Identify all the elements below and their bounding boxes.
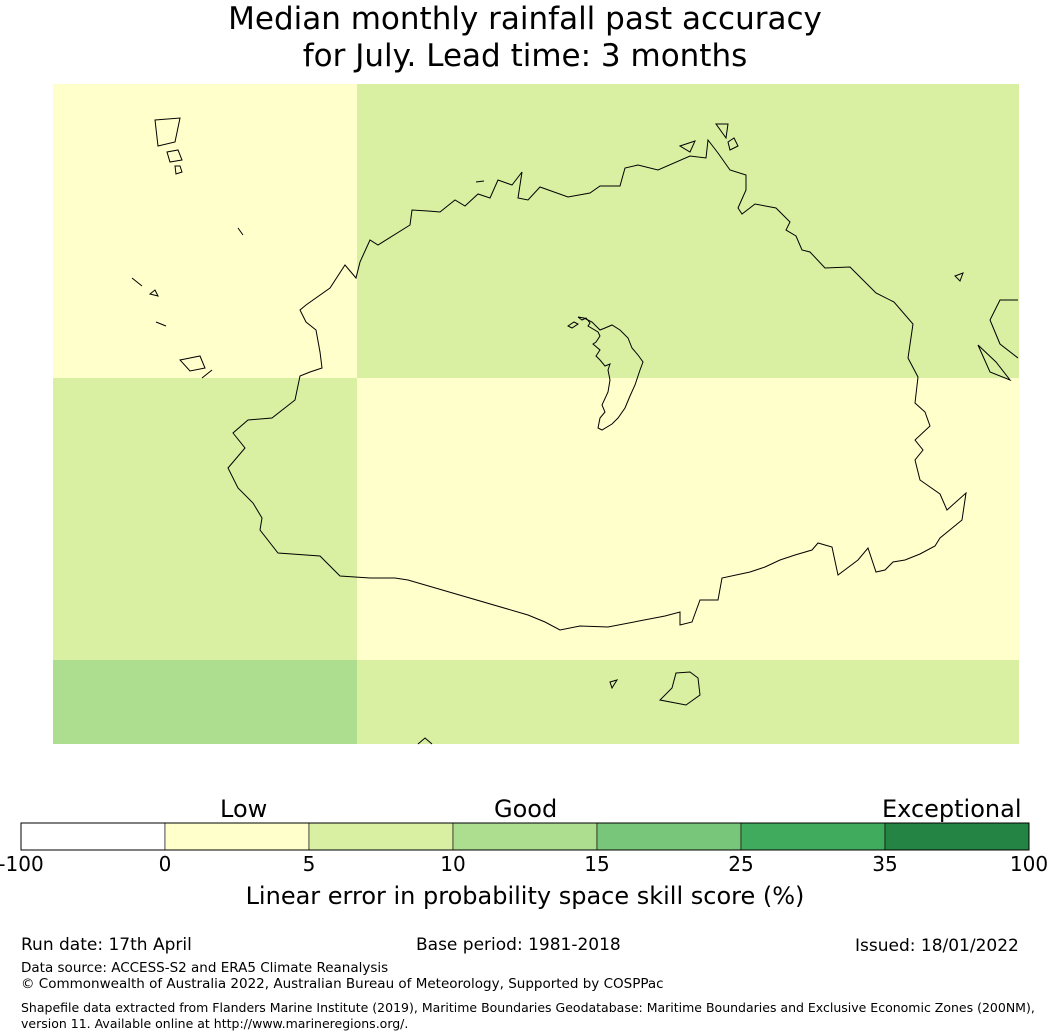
eez-boundary [227,138,967,631]
map-title-line-1: Median monthly rainfall past accuracy [228,1,822,37]
colorbar-frame [20,822,1030,851]
colorbar-axis-label: Linear error in probability space skill … [245,882,805,910]
colorbar-tick-label: 25 [728,852,754,876]
grid-cell-0-0 [53,84,357,378]
colorbar-segment-2 [308,822,454,851]
colorbar-segment-1 [164,822,310,851]
copyright-notice: © Commonwealth of Australia 2022, Austra… [21,976,664,992]
colorbar-segment-5 [740,822,886,851]
grid-cell-1-0 [53,378,357,660]
grid-cell-0-1 [357,84,1019,378]
category-exceptional-label: Exceptional [882,795,1022,823]
coastlines [131,117,1019,745]
colorbar-segment-6 [884,822,1030,851]
category-good-label: Good [494,795,558,823]
map-figure [53,84,1019,745]
grid-cell-1-1 [357,378,1019,660]
colorbar-tick-label: 10 [440,852,466,876]
map-title-line-2: for July. Lead time: 3 months [302,38,748,74]
colorbar-tick-label: 5 [302,852,316,876]
colorbar-tick-label: 100 [1009,852,1049,876]
issued-date: Issued: 18/01/2022 [855,936,1019,956]
colorbar-tick-label: 15 [584,852,610,876]
base-period: Base period: 1981-2018 [416,935,621,955]
shapefile-credit: Shapefile data extracted from Flanders M… [21,1000,1035,1031]
colorbar-segment-0 [20,822,166,851]
colorbar-tick-label: 35 [872,852,898,876]
grid-cell-2-0 [53,660,357,744]
grid-cell-2-1 [357,660,1019,744]
colorbar-segment-4 [596,822,742,851]
central-island [577,316,644,431]
data-source: Data source: ACCESS-S2 and ERA5 Climate … [21,960,389,976]
colorbar [20,822,1030,851]
category-low-label: Low [220,795,268,823]
run-date: Run date: 17th April [21,935,192,955]
colorbar-segment-3 [452,822,598,851]
colorbar-tick-label: -100 [0,852,44,876]
colorbar-tick-label: 0 [158,852,172,876]
skill-grid [53,84,1019,744]
